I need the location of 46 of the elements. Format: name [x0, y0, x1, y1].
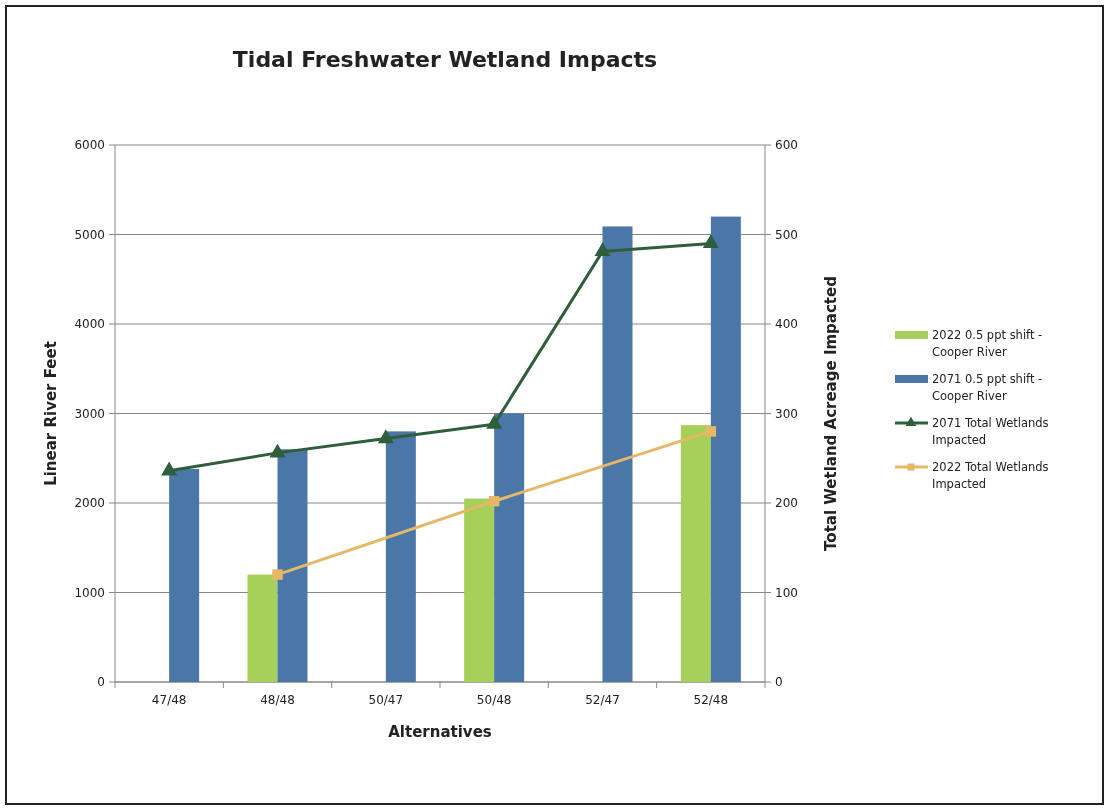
point — [161, 461, 178, 476]
point — [269, 443, 286, 458]
y2-tick-label: 400 — [775, 317, 798, 332]
x-axis-title: Alternatives — [388, 723, 492, 741]
y-tick-label: 0 — [97, 675, 105, 690]
y2-tick-label: 0 — [775, 675, 783, 690]
x-tick-label: 52/48 — [693, 693, 729, 707]
y-tick-label: 2000 — [74, 496, 105, 511]
y-tick-label: 6000 — [74, 138, 105, 153]
y-tick-label: 1000 — [74, 585, 105, 600]
y2-tick-label: 200 — [775, 496, 798, 511]
y-tick-label: 3000 — [74, 406, 105, 421]
bar — [464, 498, 495, 682]
legend-label: 2071 0.5 ppt shift - Cooper River — [932, 372, 1043, 404]
y2-tick-label: 500 — [775, 227, 798, 242]
bar — [385, 431, 416, 682]
y2-tick-label: 300 — [775, 406, 798, 421]
point — [705, 426, 717, 437]
y-tick-label: 5000 — [74, 227, 105, 242]
point — [377, 429, 394, 444]
chart-title: Tidal Freshwater Wetland Impacts — [232, 47, 658, 72]
bar — [710, 216, 741, 682]
y2-tick-label: 600 — [775, 138, 798, 153]
y2-tick-label: 100 — [775, 585, 798, 600]
x-tick-label: 50/47 — [368, 693, 404, 707]
point — [702, 234, 719, 249]
bar — [277, 449, 308, 682]
legend-label: 2071 Total Wetlands Impacted — [932, 416, 1049, 448]
bar — [169, 468, 200, 682]
point — [486, 415, 503, 429]
legend-label: 2022 0.5 ppt shift - Cooper River — [932, 328, 1043, 360]
x-tick-label: 52/47 — [585, 693, 620, 707]
bar — [247, 574, 278, 682]
x-tick-label: 48/48 — [260, 693, 295, 707]
point — [488, 495, 500, 507]
point — [272, 569, 283, 580]
legend-label: 2022 Total Wetlands Impacted — [932, 460, 1049, 492]
x-tick-label: 47/48 — [151, 693, 187, 707]
x-tick-label: 50/48 — [476, 693, 512, 707]
bar — [494, 413, 525, 682]
bar — [602, 226, 633, 682]
y-axis-title: Linear River Feet — [42, 341, 60, 486]
y2-axis-title: Total Wetland Acreage Impacted — [822, 276, 840, 551]
y-tick-label: 4000 — [74, 317, 105, 332]
point — [594, 242, 611, 257]
bar — [680, 425, 711, 682]
